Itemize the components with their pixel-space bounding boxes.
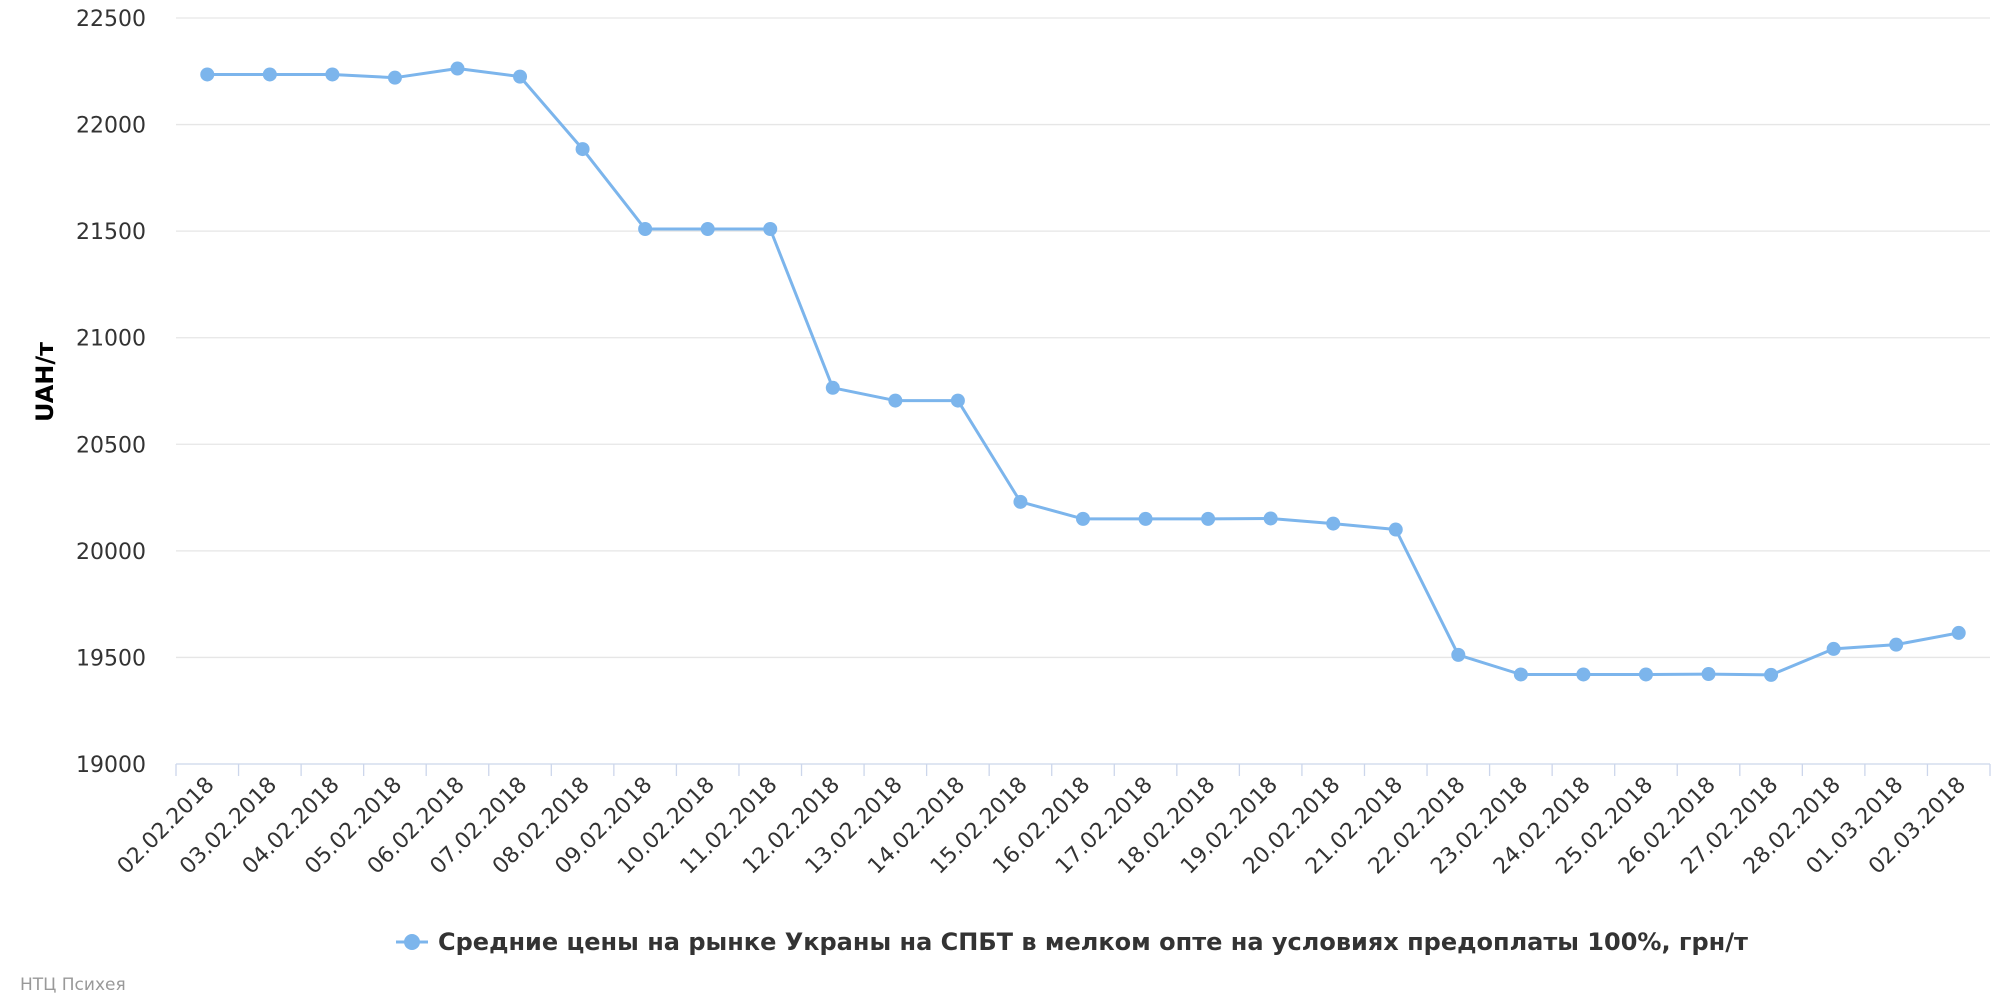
legend-label[interactable]: Средние цены на рынке Украны на СПБТ в м…	[438, 928, 1748, 956]
data-point[interactable]	[888, 393, 903, 408]
data-point[interactable]	[1513, 667, 1528, 682]
y-tick-label: 19000	[76, 753, 146, 778]
y-axis-title: UAH/т	[31, 342, 59, 422]
data-point[interactable]	[1826, 641, 1841, 656]
data-point[interactable]	[638, 222, 653, 237]
data-point[interactable]	[1263, 511, 1278, 526]
legend[interactable]: Средние цены на рынке Украны на СПБТ в м…	[396, 928, 1748, 956]
y-tick-label: 20000	[76, 540, 146, 565]
data-point[interactable]	[387, 70, 402, 85]
data-point[interactable]	[200, 67, 215, 82]
data-point[interactable]	[575, 142, 590, 157]
y-axis: 19000 19500 20000 20500 21000 21500 22000 22500	[76, 7, 146, 778]
y-tick-label: 20500	[76, 433, 146, 458]
series-line-path	[205, 67, 1961, 677]
data-point[interactable]	[1951, 625, 1966, 640]
data-point[interactable]	[763, 222, 778, 237]
data-point[interactable]	[1638, 667, 1653, 682]
data-point[interactable]	[1201, 511, 1216, 526]
data-point[interactable]	[950, 393, 965, 408]
data-point[interactable]	[700, 222, 715, 237]
data-point[interactable]	[1889, 637, 1904, 652]
x-axis: 02.02.201803.02.201804.02.201805.02.2018…	[113, 763, 1991, 879]
data-point[interactable]	[1388, 522, 1403, 537]
data-point[interactable]	[1326, 516, 1341, 531]
y-tick-label: 22000	[76, 114, 146, 139]
data-point[interactable]	[1013, 494, 1028, 509]
data-point[interactable]	[1076, 511, 1090, 526]
data-point[interactable]	[1138, 511, 1153, 526]
y-tick-label: 19500	[76, 646, 146, 671]
data-point[interactable]	[1451, 647, 1466, 662]
data-point[interactable]	[1576, 667, 1591, 682]
data-point[interactable]	[450, 61, 465, 76]
data-point[interactable]	[513, 69, 528, 84]
y-tick-label: 21500	[76, 220, 146, 245]
data-point[interactable]	[262, 67, 277, 82]
data-point[interactable]	[825, 380, 840, 395]
y-tick-label: 21000	[76, 327, 146, 352]
gridlines	[176, 17, 1990, 659]
credits-text[interactable]: НТЦ Психея	[20, 975, 126, 995]
data-point[interactable]	[325, 67, 340, 82]
data-point[interactable]	[1764, 667, 1779, 682]
legend-marker-icon	[404, 934, 420, 950]
y-tick-label: 22500	[76, 7, 146, 32]
series-line	[200, 61, 1966, 682]
data-point[interactable]	[1701, 667, 1716, 682]
